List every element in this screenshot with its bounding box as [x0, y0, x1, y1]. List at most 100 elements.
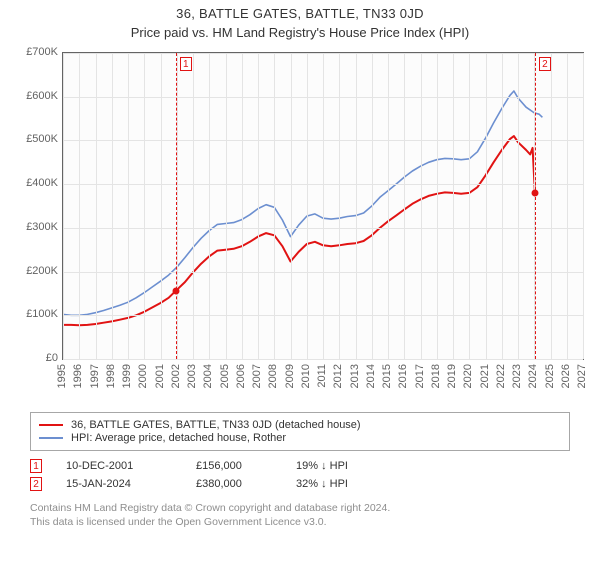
gridline-v	[258, 53, 259, 359]
series-line	[63, 136, 535, 325]
gridline-v	[551, 53, 552, 359]
event-badge: 1	[180, 57, 192, 71]
gridline-v	[161, 53, 162, 359]
x-tick-label: 2005	[219, 364, 231, 388]
x-tick-label: 2007	[251, 364, 263, 388]
gridline-v	[242, 53, 243, 359]
transaction-date: 10-DEC-2001	[66, 460, 196, 472]
chart-container: 12 £0 £100K £200K £300K £400K £500K £600K £700K…	[10, 46, 590, 406]
plot-area: 12	[62, 52, 584, 360]
legend-item: 36, BATTLE GATES, BATTLE, TN33 0JD (deta…	[39, 419, 561, 431]
x-tick-label: 2002	[170, 364, 182, 388]
gridline-v	[128, 53, 129, 359]
x-tick-label: 2008	[267, 364, 279, 388]
y-tick-label: £100K	[10, 308, 58, 320]
x-tick-label: 2015	[381, 364, 393, 388]
legend-swatch	[39, 424, 63, 426]
x-tick-label: 2009	[284, 364, 296, 388]
x-tick-label: 2017	[414, 364, 426, 388]
gridline-v	[518, 53, 519, 359]
legend-item: HPI: Average price, detached house, Roth…	[39, 432, 561, 444]
gridline-v	[404, 53, 405, 359]
gridline-v	[307, 53, 308, 359]
y-tick-label: £300K	[10, 221, 58, 233]
x-tick-label: 2013	[349, 364, 361, 388]
transaction-row: 2 15-JAN-2024£380,00032% ↓ HPI	[30, 477, 570, 491]
gridline-v	[421, 53, 422, 359]
gridline-v	[144, 53, 145, 359]
gridline-v	[437, 53, 438, 359]
x-tick-label: 2011	[316, 364, 328, 388]
gridline-v	[372, 53, 373, 359]
y-tick-label: £200K	[10, 265, 58, 277]
x-tick-label: 1998	[105, 364, 117, 388]
gridline-v	[486, 53, 487, 359]
gridline-v	[323, 53, 324, 359]
x-tick-label: 2024	[527, 364, 539, 388]
legend: 36, BATTLE GATES, BATTLE, TN33 0JD (deta…	[30, 412, 570, 451]
transaction-diff: 32% ↓ HPI	[296, 478, 406, 490]
x-tick-label: 2010	[300, 364, 312, 388]
gridline-v	[63, 53, 64, 359]
gridline-v	[469, 53, 470, 359]
y-tick-label: £700K	[10, 46, 58, 58]
gridline-v	[112, 53, 113, 359]
gridline-v	[79, 53, 80, 359]
x-tick-label: 2006	[235, 364, 247, 388]
gridline-v	[339, 53, 340, 359]
event-line	[176, 53, 177, 359]
gridline-h	[63, 359, 583, 360]
legend-label: 36, BATTLE GATES, BATTLE, TN33 0JD (deta…	[71, 419, 361, 431]
gridline-v	[291, 53, 292, 359]
transaction-dot	[531, 189, 538, 196]
gridline-v	[177, 53, 178, 359]
x-tick-label: 2022	[495, 364, 507, 388]
x-tick-label: 2014	[365, 364, 377, 388]
x-tick-label: 2019	[446, 364, 458, 388]
chart-title-desc: Price paid vs. HM Land Registry's House …	[0, 25, 600, 40]
y-tick-label: £600K	[10, 90, 58, 102]
y-tick-label: £0	[10, 352, 58, 364]
event-line	[535, 53, 536, 359]
x-tick-label: 2018	[430, 364, 442, 388]
x-tick-label: 2025	[544, 364, 556, 388]
transaction-price: £380,000	[196, 478, 296, 490]
transaction-badge: 1	[30, 459, 42, 473]
gridline-v	[453, 53, 454, 359]
gridline-v	[96, 53, 97, 359]
gridline-v	[193, 53, 194, 359]
gridline-v	[209, 53, 210, 359]
gridline-v	[388, 53, 389, 359]
x-tick-label: 2003	[186, 364, 198, 388]
x-tick-label: 2020	[462, 364, 474, 388]
transaction-price: £156,000	[196, 460, 296, 472]
gridline-v	[274, 53, 275, 359]
x-tick-label: 2027	[576, 364, 588, 388]
transaction-diff: 19% ↓ HPI	[296, 460, 406, 472]
transaction-dot	[172, 287, 179, 294]
gridline-v	[502, 53, 503, 359]
x-tick-label: 1995	[56, 364, 68, 388]
chart-title-address: 36, BATTLE GATES, BATTLE, TN33 0JD	[0, 6, 600, 21]
series-line	[63, 91, 542, 315]
gridline-v	[356, 53, 357, 359]
footer-line2: This data is licensed under the Open Gov…	[30, 515, 570, 529]
legend-swatch	[39, 437, 63, 439]
legend-label: HPI: Average price, detached house, Roth…	[71, 432, 286, 444]
footer-attribution: Contains HM Land Registry data © Crown c…	[30, 501, 570, 529]
x-tick-label: 1999	[121, 364, 133, 388]
transaction-date: 15-JAN-2024	[66, 478, 196, 490]
x-tick-label: 2000	[137, 364, 149, 388]
y-tick-label: £500K	[10, 133, 58, 145]
x-tick-label: 2026	[560, 364, 572, 388]
gridline-v	[226, 53, 227, 359]
transaction-row: 1 10-DEC-2001£156,00019% ↓ HPI	[30, 459, 570, 473]
y-tick-label: £400K	[10, 177, 58, 189]
transaction-rows: 1 10-DEC-2001£156,00019% ↓ HPI 2 15-JAN-202…	[30, 459, 570, 491]
gridline-v	[567, 53, 568, 359]
x-tick-label: 1996	[72, 364, 84, 388]
x-tick-label: 2023	[511, 364, 523, 388]
x-tick-label: 2012	[332, 364, 344, 388]
transaction-badge: 2	[30, 477, 42, 491]
x-tick-label: 2001	[154, 364, 166, 388]
